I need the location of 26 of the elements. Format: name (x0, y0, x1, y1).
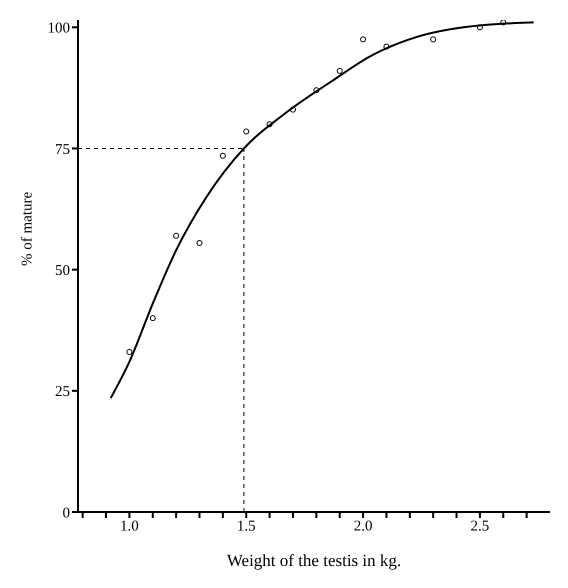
y-tick-label: 50 (55, 262, 70, 279)
point (196, 240, 203, 246)
y-axis-title: % of mature (19, 192, 36, 266)
point (430, 36, 436, 42)
y-tick-label: 75 (55, 142, 70, 158)
point (383, 44, 390, 50)
point (500, 20, 506, 26)
point (126, 349, 132, 356)
point (476, 24, 483, 30)
x-axis-title: Weight of the testis in kg. (226, 551, 402, 570)
point (173, 232, 180, 239)
point (313, 87, 320, 94)
point (150, 315, 156, 322)
y-tick-label: 0 (62, 505, 70, 522)
point (243, 128, 250, 134)
x-tick-label: 2.5 (470, 518, 490, 535)
point (290, 106, 296, 113)
point (336, 68, 343, 74)
point (220, 152, 226, 159)
point (360, 36, 366, 42)
x-tick-label: 2.0 (354, 518, 372, 535)
x-tick-label: 1.5 (236, 518, 256, 535)
text: 1.0 (120, 518, 139, 535)
y-tick-label: 100 (48, 20, 70, 37)
y-tick-label: 25 (55, 384, 70, 400)
point (266, 121, 273, 128)
